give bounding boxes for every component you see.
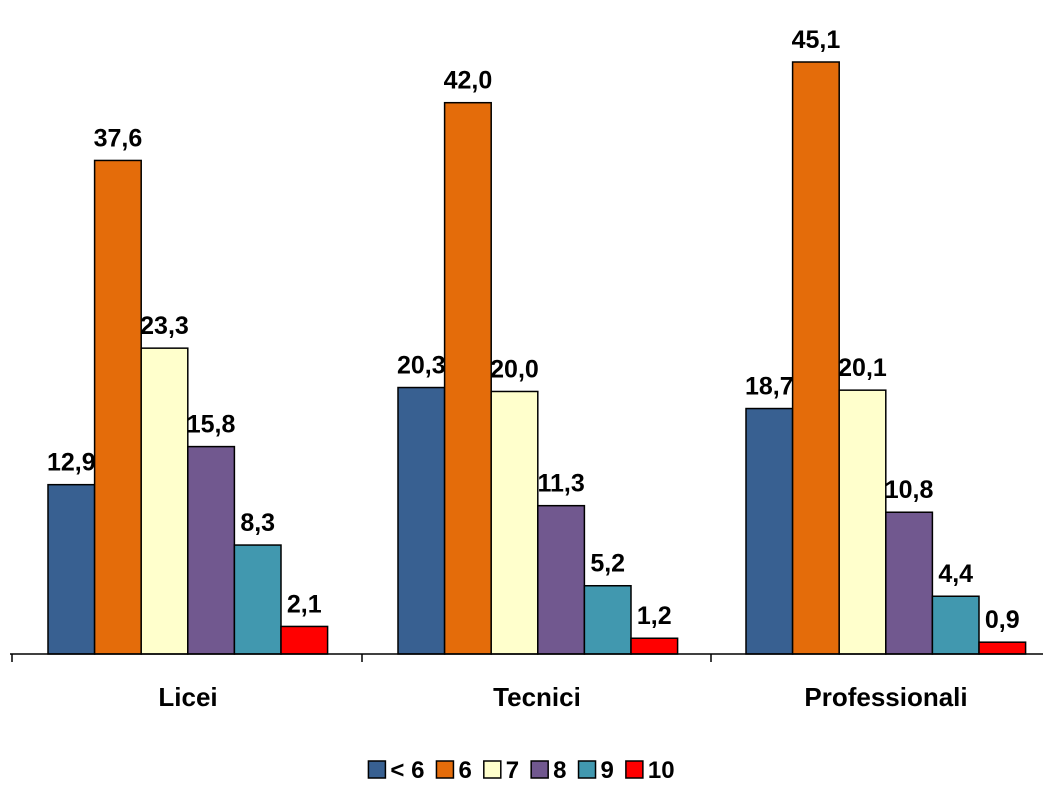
legend: < 6 6 7 8 9 10	[367, 757, 675, 784]
legend-item: < 6	[367, 757, 424, 784]
data-label: 4,4	[938, 560, 973, 588]
data-label: 11,3	[537, 470, 584, 498]
data-label: 20,1	[838, 354, 887, 382]
legend-swatch	[625, 760, 644, 779]
legend-label: < 6	[390, 757, 424, 784]
value-labels-layer: 12,9 20,3 18,7 37,6 42,0 45,1 23,3 20,0 20,1 15,8…	[47, 26, 1020, 634]
legend-item: 10	[625, 757, 675, 784]
bar-tecnici-series-2	[443, 101, 492, 655]
legend-swatch	[435, 760, 455, 779]
legend-label: 9	[601, 757, 614, 784]
bar-professionali-series-1	[745, 407, 794, 655]
data-label: 18,7	[745, 373, 794, 401]
category-label: Tecnici	[493, 682, 581, 712]
data-label: 20,3	[397, 352, 446, 380]
bar-tecnici-series-5	[583, 584, 632, 655]
data-label: 8,3	[240, 509, 275, 537]
bar-licei-series-4	[187, 445, 236, 655]
bar-licei-series-2	[93, 159, 142, 655]
bar-tecnici-series-3	[490, 390, 539, 655]
data-label: 1,2	[637, 602, 672, 630]
legend-label: 8	[553, 757, 566, 784]
bar-professionali-series-6	[978, 641, 1027, 655]
category-label: Licei	[158, 682, 217, 712]
category-label: Professionali	[804, 682, 967, 712]
data-label: 42,0	[444, 67, 493, 95]
data-label: 15,8	[187, 411, 236, 439]
data-label: 12,9	[47, 449, 96, 477]
data-label: 23,3	[140, 312, 189, 340]
legend-item: 9	[577, 757, 614, 784]
data-label: 20,0	[490, 355, 539, 383]
data-label: 37,6	[94, 124, 143, 152]
data-label: 10,8	[885, 476, 934, 504]
bar-licei-series-6	[280, 625, 329, 655]
legend-label: 7	[506, 757, 519, 784]
bar-professionali-series-3	[838, 389, 887, 655]
bar-professionali-series-4	[885, 511, 934, 655]
bars-layer	[47, 61, 1027, 655]
legend-item: 6	[435, 757, 472, 784]
data-label: 5,2	[590, 550, 625, 578]
bar-licei-series-3	[140, 347, 189, 655]
x-axis: Licei Tecnici Professionali	[10, 653, 1043, 712]
legend-item: 8	[530, 757, 567, 784]
data-label: 0,9	[985, 606, 1020, 634]
legend-label: 10	[648, 757, 675, 784]
bar-tecnici-series-1	[397, 386, 446, 655]
bar-tecnici-series-4	[537, 504, 586, 655]
legend-swatch	[483, 760, 502, 779]
legend-item: 7	[483, 757, 519, 784]
bar-professionali-series-5	[931, 595, 980, 655]
legend-swatch	[530, 760, 549, 779]
legend-swatch	[367, 760, 387, 779]
bar-professionali-series-2	[791, 61, 840, 655]
bar-licei-series-5	[233, 544, 282, 655]
bar-licei-series-1	[47, 483, 96, 655]
data-label: 2,1	[287, 590, 322, 618]
legend-swatch	[577, 760, 597, 779]
bar-tecnici-series-6	[630, 637, 679, 655]
legend-label: 6	[458, 757, 471, 784]
data-label: 45,1	[792, 26, 841, 54]
